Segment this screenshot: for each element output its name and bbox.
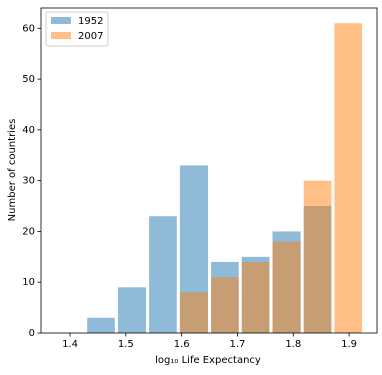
y-tick-label: 50 bbox=[22, 74, 35, 85]
y-axis-label: Number of countries bbox=[7, 119, 18, 222]
bar bbox=[272, 241, 301, 333]
y-tick-label: 30 bbox=[22, 176, 35, 187]
bar bbox=[117, 287, 147, 333]
bar bbox=[149, 216, 177, 333]
y-tick-label: 40 bbox=[22, 125, 35, 136]
bar bbox=[334, 23, 363, 333]
y-tick-label: 0 bbox=[29, 328, 35, 339]
bar bbox=[303, 180, 332, 333]
bar bbox=[211, 277, 239, 333]
y-tick-label: 10 bbox=[22, 277, 35, 288]
plot-frame bbox=[40, 7, 378, 334]
bar bbox=[179, 292, 208, 333]
x-tick-label: 1.7 bbox=[230, 339, 246, 350]
x-tick-label: 1.8 bbox=[285, 339, 301, 350]
x-tick-label: 1.6 bbox=[174, 339, 190, 350]
legend-label: 2007 bbox=[78, 31, 103, 42]
x-axis-label: log₁₀ Life Expectancy bbox=[155, 355, 261, 366]
bar bbox=[241, 261, 270, 333]
y-tick-label: 20 bbox=[22, 226, 35, 237]
x-tick-label: 1.4 bbox=[62, 339, 78, 350]
legend-swatch bbox=[51, 32, 71, 39]
x-tick-label: 1.5 bbox=[118, 339, 134, 350]
y-tick-label: 60 bbox=[22, 23, 35, 34]
x-tick-label: 1.9 bbox=[341, 339, 357, 350]
legend-swatch bbox=[51, 17, 71, 24]
bar bbox=[87, 317, 115, 333]
legend-label: 1952 bbox=[78, 16, 103, 27]
